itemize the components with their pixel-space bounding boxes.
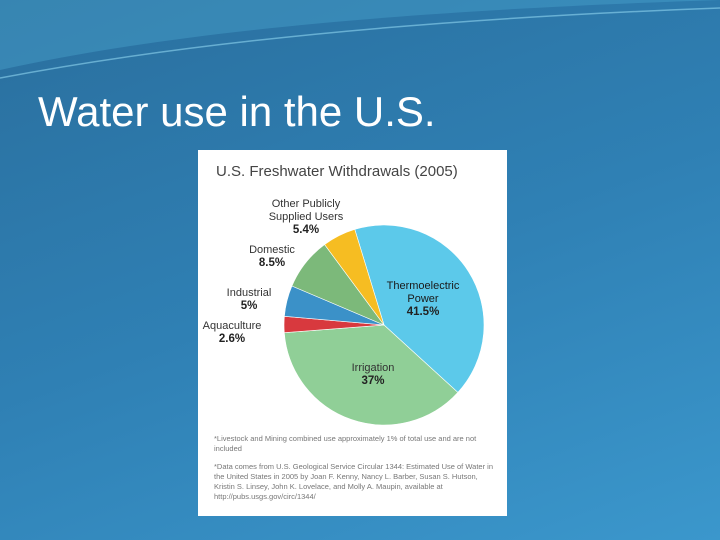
- slice-label: Thermoelectric Power 41.5%: [376, 280, 471, 319]
- footnote: *Data comes from U.S. Geological Service…: [214, 462, 493, 501]
- slice-label: Irrigation 37%: [333, 362, 413, 388]
- category-label: Industrial: [226, 287, 272, 299]
- pie-slice: [283, 324, 459, 426]
- value-label: 2.6%: [218, 333, 246, 345]
- footnote: *Livestock and Mining combined use appro…: [214, 434, 477, 453]
- slice-label: Domestic 8.5%: [237, 244, 307, 270]
- value-label: 5%: [240, 300, 258, 312]
- category-label: Thermoelectric Power: [386, 280, 460, 305]
- category-label: Other Publicly Supplied Users: [268, 198, 344, 223]
- wave-decoration: [0, 0, 720, 79]
- value-label: 41.5%: [406, 306, 440, 318]
- pie: [283, 224, 485, 426]
- value-label: 5.4%: [292, 224, 320, 236]
- slice-label: Other Publicly Supplied Users 5.4%: [259, 198, 354, 237]
- slice-label: Aquaculture 2.6%: [187, 320, 277, 346]
- value-label: 37%: [361, 375, 385, 387]
- slice-label: Industrial 5%: [214, 287, 284, 313]
- category-label: Irrigation: [351, 362, 395, 374]
- value-label: 8.5%: [258, 257, 286, 269]
- category-label: Aquaculture: [202, 320, 262, 332]
- slide-title: Water use in the U.S.: [38, 88, 436, 135]
- chart-title: U.S. Freshwater Withdrawals (2005): [216, 163, 458, 180]
- category-label: Domestic: [249, 244, 295, 256]
- pie-slice: [324, 228, 385, 326]
- pie-slice: [354, 224, 485, 393]
- chart-image: U.S. Freshwater Withdrawals (2005) *Live…: [198, 150, 507, 516]
